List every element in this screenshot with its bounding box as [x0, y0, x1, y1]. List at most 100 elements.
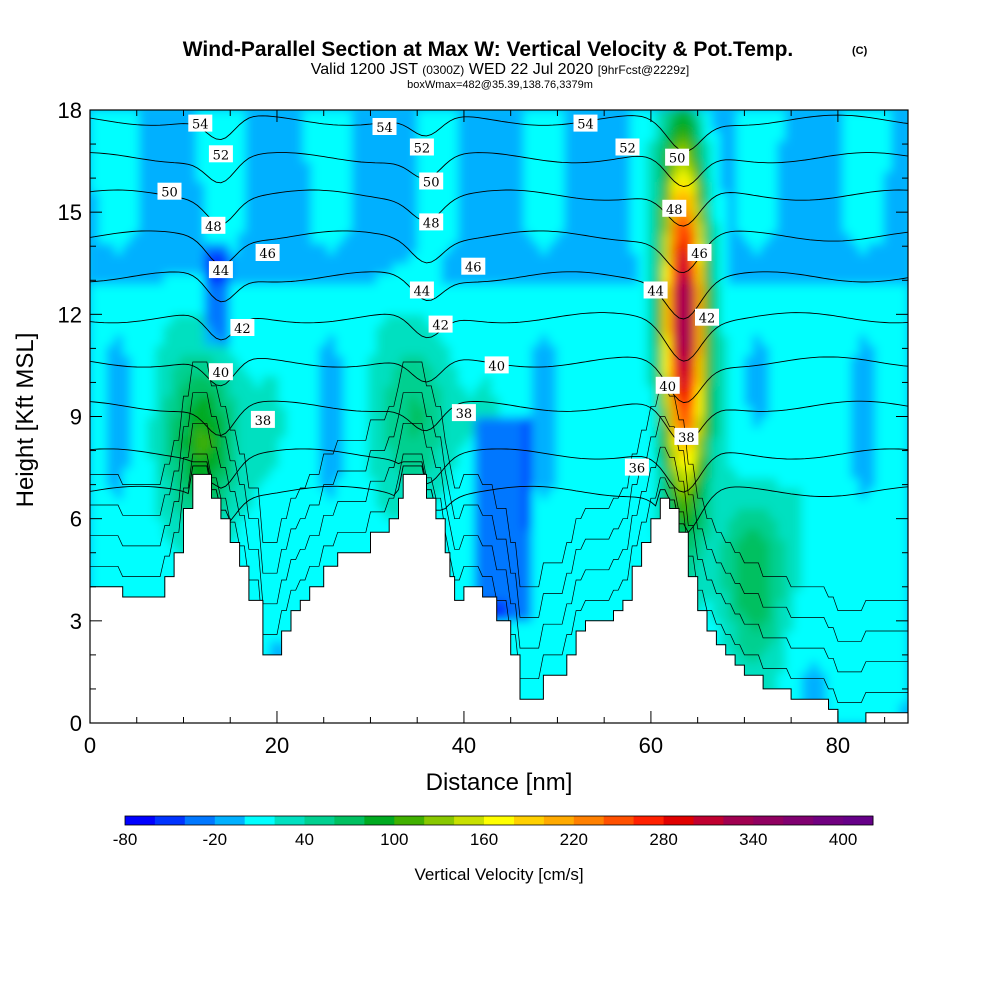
velocity-cell	[752, 171, 762, 183]
velocity-cell	[90, 467, 99, 479]
velocity-cell	[335, 314, 345, 326]
velocity-cell	[188, 201, 197, 213]
velocity-cell	[188, 375, 197, 387]
velocity-cell	[196, 273, 206, 285]
velocity-cell	[629, 293, 639, 305]
velocity-cell	[499, 253, 508, 264]
velocity-cell	[384, 477, 394, 489]
velocity-cell	[441, 273, 451, 285]
velocity-cell	[376, 150, 386, 162]
velocity-cell	[286, 293, 296, 305]
velocity-cell	[98, 406, 107, 418]
velocity-cell	[490, 140, 500, 152]
velocity-cell	[384, 110, 394, 121]
velocity-cell	[580, 610, 590, 622]
velocity-cell	[744, 416, 754, 428]
velocity-cell	[122, 334, 132, 346]
velocity-cell	[343, 130, 353, 142]
subtitle-utc: (0300Z)	[422, 63, 464, 77]
velocity-cell	[490, 150, 500, 162]
velocity-cell	[343, 416, 353, 428]
velocity-cell	[359, 528, 369, 540]
velocity-cell	[605, 120, 615, 131]
velocity-cell	[523, 375, 533, 387]
velocity-cell	[507, 140, 516, 152]
velocity-cell	[760, 242, 770, 254]
velocity-cell	[629, 508, 639, 520]
velocity-cell	[319, 181, 328, 193]
velocity-cell	[539, 610, 549, 622]
velocity-cell	[597, 171, 606, 183]
velocity-cell	[687, 457, 696, 469]
velocity-cell	[564, 416, 574, 428]
velocity-cell	[621, 365, 631, 377]
velocity-cell	[384, 457, 394, 469]
velocity-cell	[286, 375, 296, 387]
velocity-cell	[417, 242, 426, 254]
velocity-cell	[441, 222, 451, 234]
velocity-cell	[580, 140, 590, 152]
velocity-cell	[629, 396, 639, 407]
velocity-cell	[482, 498, 492, 509]
velocity-cell	[548, 304, 557, 315]
velocity-cell	[531, 293, 541, 305]
velocity-cell	[613, 263, 623, 274]
velocity-cell	[507, 263, 516, 274]
velocity-cell	[139, 457, 148, 469]
velocity-cell	[728, 539, 737, 550]
velocity-cell	[744, 324, 754, 336]
velocity-cell	[286, 314, 296, 326]
velocity-cell	[253, 528, 263, 540]
velocity-cell	[572, 191, 582, 203]
velocity-cell	[449, 232, 459, 244]
velocity-cell	[507, 110, 516, 121]
velocity-cell	[687, 222, 696, 234]
velocity-cell	[499, 273, 508, 285]
velocity-cell	[490, 477, 500, 489]
velocity-cell	[286, 222, 296, 234]
velocity-cell	[703, 283, 713, 295]
velocity-cell	[482, 201, 492, 213]
velocity-cell	[261, 528, 271, 540]
velocity-cell	[409, 150, 418, 162]
velocity-cell	[327, 416, 336, 428]
velocity-cell	[703, 539, 713, 550]
velocity-cell	[629, 304, 639, 315]
velocity-cell	[327, 528, 336, 540]
velocity-cell	[695, 140, 705, 152]
velocity-cell	[278, 201, 287, 213]
velocity-cell	[351, 263, 361, 274]
velocity-cell	[286, 559, 296, 571]
velocity-cell	[114, 222, 124, 234]
velocity-cell	[147, 324, 157, 336]
velocity-cell	[638, 426, 647, 438]
velocity-cell	[130, 191, 140, 203]
velocity-cell	[310, 304, 320, 315]
velocity-cell	[229, 375, 238, 387]
velocity-cell	[212, 130, 222, 142]
velocity-cell	[359, 385, 369, 397]
velocity-cell	[605, 324, 615, 336]
velocity-cell	[368, 232, 377, 244]
velocity-cell	[474, 334, 484, 346]
velocity-cell	[515, 222, 525, 234]
velocity-cell	[220, 457, 230, 469]
velocity-cell	[695, 600, 705, 612]
velocity-cell	[171, 293, 181, 305]
velocity-cell	[572, 293, 582, 305]
velocity-cell	[114, 580, 124, 591]
velocity-cell	[122, 375, 132, 387]
velocity-cell	[760, 641, 770, 653]
velocity-cell	[106, 283, 116, 295]
velocity-cell	[294, 559, 304, 571]
velocity-cell	[744, 651, 754, 663]
velocity-cell	[515, 273, 525, 285]
velocity-cell	[638, 130, 647, 142]
velocity-cell	[425, 436, 435, 448]
velocity-cell	[449, 201, 459, 213]
velocity-cell	[180, 365, 189, 377]
velocity-cell	[319, 242, 328, 254]
velocity-cell	[433, 436, 443, 448]
velocity-cell	[728, 140, 737, 152]
velocity-cell	[220, 436, 230, 448]
